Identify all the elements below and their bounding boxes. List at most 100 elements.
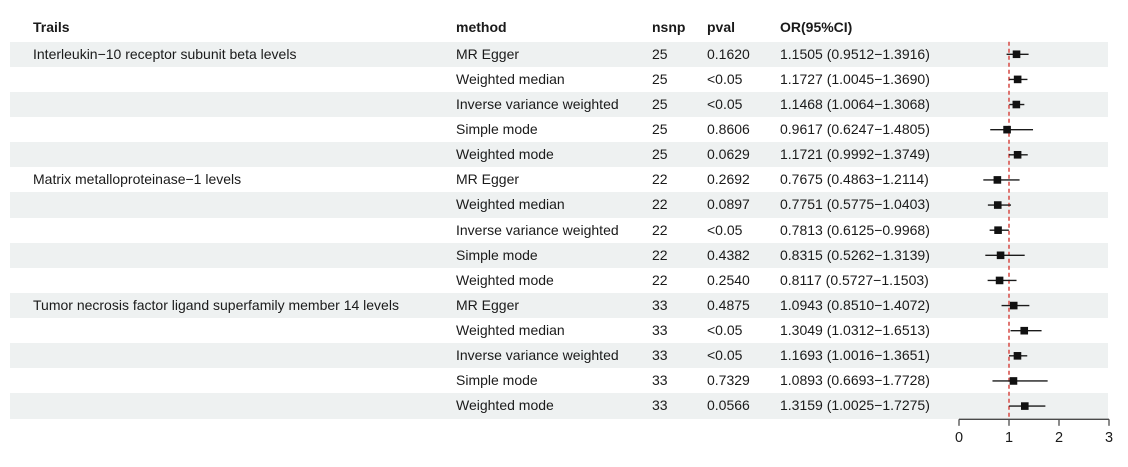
or-ci-cell: 1.3049 (1.0312−1.6513) [780,322,930,339]
nsnp-cell: 22 [652,196,668,213]
nsnp-cell: 25 [652,146,668,163]
pval-cell: 0.2692 [707,171,750,188]
trail-cell: Tumor necrosis factor ligand superfamily… [33,296,399,313]
or-ci-cell: 1.0893 (0.6693−1.7728) [780,372,930,389]
x-axis-tick-label: 0 [955,430,963,446]
table-row: Weighted median 33 <0.05 1.3049 (1.0312−1.6… [10,318,1108,343]
table-row: Simple mode 33 0.7329 1.0893 (0.6693−1.7728… [10,368,1108,393]
trail-cell [10,318,456,343]
trail-cell [10,393,456,418]
table-row: Interleukin−10 receptor subunit beta lev… [10,41,1108,67]
column-header-pval: pval [707,19,736,35]
method-cell: Inverse variance weighted [456,95,619,112]
or-ci-cell: 1.1727 (1.0045−1.3690) [780,70,930,87]
column-header-trails: Trails [33,19,70,35]
table-header-row: Trails method nsnp pval OR(95%CI) [10,14,1108,42]
nsnp-cell: 25 [652,121,668,138]
nsnp-cell: 25 [652,70,668,87]
or-ci-cell: 0.7675 (0.4863−1.2114) [780,171,929,188]
column-header-method: method [456,19,507,35]
nsnp-cell: 22 [652,271,668,288]
or-ci-cell: 0.8117 (0.5727−1.1503) [780,271,929,288]
trail-cell [10,67,456,92]
or-ci-cell: 1.1505 (0.9512−1.3916) [780,45,930,62]
pval-cell: <0.05 [707,322,743,339]
x-axis-tick-label: 3 [1105,430,1113,446]
pval-cell: 0.0629 [707,146,750,163]
trail-cell [10,218,456,243]
or-ci-cell: 1.0943 (0.8510−1.4072) [780,296,930,313]
or-ci-cell: 1.1693 (1.0016−1.3651) [780,347,930,364]
method-cell: Simple mode [456,121,538,138]
trail-cell [10,142,456,167]
pval-cell: <0.05 [707,347,743,364]
pval-cell: <0.05 [707,70,743,87]
method-cell: Simple mode [456,246,538,263]
table-row: Inverse variance weighted 33 <0.05 1.1693 (… [10,343,1108,369]
trail-cell [10,192,456,217]
method-cell: Weighted median [456,70,565,87]
trail-cell [10,268,456,293]
trail-cell: Matrix metalloproteinase−1 levels [33,171,242,188]
nsnp-cell: 33 [652,296,668,313]
results-table: Trails method nsnp pval OR(95%CI) Interl… [10,14,1108,419]
trail-cell [10,117,456,142]
table-row: Weighted median 22 0.0897 0.7751 (0.5775−1.… [10,192,1108,218]
nsnp-cell: 33 [652,397,668,414]
x-axis-tick-label: 1 [1005,430,1013,446]
pval-cell: 0.1620 [707,45,750,62]
method-cell: Inverse variance weighted [456,347,619,364]
x-axis-tick-label: 2 [1055,430,1063,446]
column-header-or-ci: OR(95%CI) [780,19,853,35]
table-row: Weighted median 25 <0.05 1.1727 (1.0045−1.3… [10,67,1108,92]
or-ci-cell: 1.1468 (1.0064−1.3068) [780,95,930,112]
or-ci-cell: 0.8315 (0.5262−1.3139) [780,246,930,263]
table-row: Simple mode 25 0.8606 0.9617 (0.6247−1.4805… [10,117,1108,142]
pval-cell: 0.2540 [707,271,750,288]
nsnp-cell: 22 [652,171,668,188]
pval-cell: 0.8606 [707,121,750,138]
nsnp-cell: 33 [652,322,668,339]
pval-cell: <0.05 [707,221,743,238]
pval-cell: <0.05 [707,95,743,112]
or-ci-cell: 0.7813 (0.6125−0.9968) [780,221,930,238]
pval-cell: 0.0566 [707,397,750,414]
or-ci-cell: 0.7751 (0.5775−1.0403) [780,196,930,213]
method-cell: Weighted median [456,322,565,339]
nsnp-cell: 33 [652,347,668,364]
table-row: Weighted mode 22 0.2540 0.8117 (0.5727−1.15… [10,268,1108,293]
nsnp-cell: 33 [652,372,668,389]
table-row: Weighted mode 33 0.0566 1.3159 (1.0025−1.72… [10,393,1108,419]
table-body: Interleukin−10 receptor subunit beta lev… [10,41,1108,419]
pval-cell: 0.4382 [707,246,750,263]
table-row: Inverse variance weighted 25 <0.05 1.1468 (… [10,91,1108,118]
trail-cell: Interleukin−10 receptor subunit beta lev… [33,45,297,62]
pval-cell: 0.0897 [707,196,750,213]
nsnp-cell: 25 [652,45,668,62]
or-ci-cell: 1.3159 (1.0025−1.7275) [780,397,930,414]
method-cell: MR Egger [456,45,520,62]
method-cell: Inverse variance weighted [456,221,619,238]
nsnp-cell: 22 [652,246,668,263]
pval-cell: 0.7329 [707,372,750,389]
nsnp-cell: 25 [652,95,668,112]
method-cell: MR Egger [456,171,520,188]
method-cell: Weighted mode [456,397,554,414]
method-cell: Simple mode [456,372,538,389]
nsnp-cell: 22 [652,221,668,238]
table-row: Matrix metalloproteinase−1 levels MR Egge… [10,167,1108,192]
column-header-nsnp: nsnp [652,19,686,35]
method-cell: Weighted median [456,196,565,213]
trail-cell [10,368,456,393]
method-cell: Weighted mode [456,146,554,163]
pval-cell: 0.4875 [707,296,750,313]
trail-cell [10,343,456,368]
table-row: Inverse variance weighted 22 <0.05 0.7813 (… [10,218,1108,243]
trail-cell [10,243,456,268]
trail-cell [10,92,456,117]
or-ci-cell: 1.1721 (0.9992−1.3749) [780,146,930,163]
table-row: Tumor necrosis factor ligand superfamily… [10,292,1108,319]
or-ci-cell: 0.9617 (0.6247−1.4805) [780,121,930,138]
table-row: Simple mode 22 0.4382 0.8315 (0.5262−1.3139… [10,242,1108,268]
